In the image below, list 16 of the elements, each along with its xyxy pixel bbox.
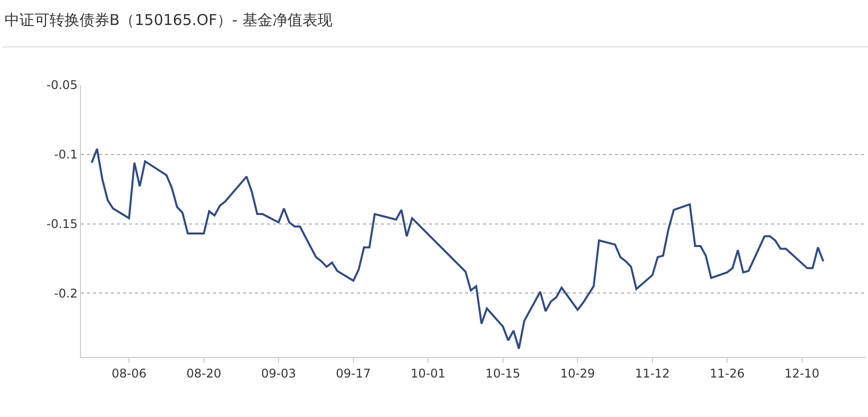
x-tick-label: 12-10 [784,366,820,380]
x-tick-label: 10-29 [560,366,596,380]
x-tick-label: 11-26 [710,366,745,380]
y-tick-label: -0.05 [46,78,78,92]
x-tick-label: 09-03 [261,366,296,380]
line-series [90,148,824,350]
x-tick-label: 10-15 [485,366,520,380]
y-tick-label: -0.15 [46,216,78,231]
x-tick-label: 10-01 [410,366,446,380]
chart-title: 中证可转换债券B（150165.OF）- 基金净值表现 [4,11,332,30]
y-tick-label: -0.2 [54,286,78,300]
x-tick-label: 08-20 [186,366,222,380]
x-tick-label: 11-12 [634,366,670,380]
x-tick-label: 08-06 [112,366,146,380]
y-tick-label: -0.1 [54,148,78,162]
x-tick-label: 09-17 [336,366,371,380]
